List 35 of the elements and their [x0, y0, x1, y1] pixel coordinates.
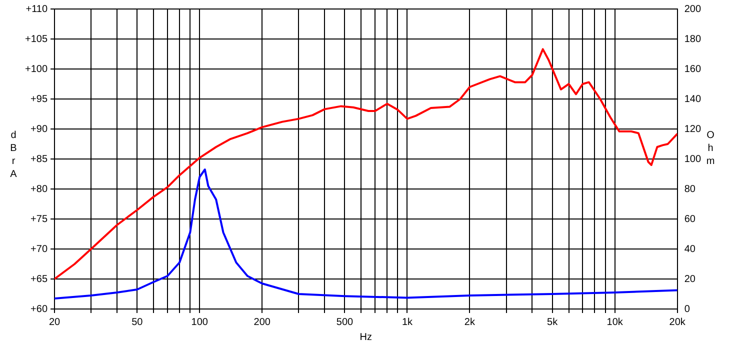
x-tick-label: 2k — [464, 316, 476, 328]
y-axis-title: dBrA — [8, 130, 19, 182]
x-tick-label: 500 — [336, 316, 354, 328]
x-tick-label: 100 — [191, 316, 208, 328]
y-tick-label: +65 — [30, 274, 48, 285]
x-tick-label: 200 — [254, 316, 271, 328]
y-tick-label: +105 — [24, 34, 48, 45]
y2-tick-label: 0 — [684, 304, 690, 315]
y-tick-label: +110 — [26, 4, 48, 15]
y2-tick-label: 40 — [684, 244, 696, 255]
x-tick-label: 10k — [606, 316, 624, 328]
x-tick-label: 20k — [669, 316, 686, 328]
y2-tick-label: 140 — [684, 94, 702, 105]
y2-tick-label: 80 — [684, 184, 696, 195]
y-tick-label: +70 — [30, 244, 48, 255]
x-tick-label: 50 — [132, 316, 144, 328]
y-tick-label: +85 — [30, 154, 48, 165]
y-tick-label: +95 — [30, 94, 48, 105]
y-tick-label: +75 — [30, 214, 48, 225]
x-axis-title: Hz — [360, 332, 372, 343]
y-tick-label: +90 — [30, 124, 48, 135]
y2-tick-label: 180 — [684, 34, 702, 45]
y2-tick-label: 160 — [684, 64, 702, 75]
y2-axis-title: Ohm — [705, 130, 716, 169]
x-tick-label: 20 — [48, 316, 61, 328]
y-tick-label: +80 — [30, 184, 48, 195]
y2-tick-label: 120 — [684, 124, 702, 135]
y2-tick-label: 200 — [684, 4, 702, 15]
x-tick-label: 5k — [547, 316, 559, 328]
x-tick-label: 1k — [402, 316, 414, 328]
y-tick-label: +100 — [24, 64, 48, 75]
y-tick-label: +60 — [30, 304, 48, 315]
y2-tick-label: 20 — [684, 274, 696, 285]
y2-tick-label: 100 — [684, 154, 702, 165]
y2-tick-label: 60 — [684, 214, 696, 225]
